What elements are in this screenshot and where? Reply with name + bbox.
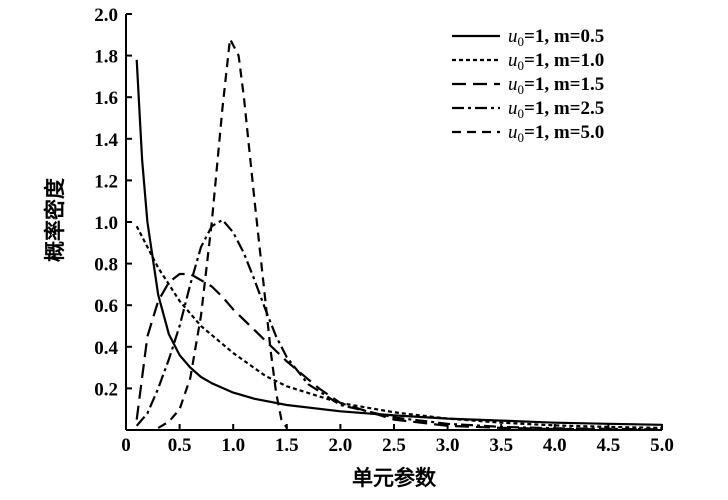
x-tick-label: 0 — [121, 435, 131, 456]
y-tick-label: 0.2 — [94, 379, 118, 400]
y-tick-label: 0.4 — [94, 338, 118, 359]
series-line-4 — [135, 218, 663, 431]
series-line-3 — [135, 272, 663, 431]
series-line-2 — [135, 225, 663, 429]
legend-var: u — [508, 122, 518, 143]
x-ticks: 0 0.5 1.0 1.5 2.0 2.5 3.0 3.5 4.0 4.5 5.0 — [121, 424, 674, 456]
y-tick-label: 2.0 — [94, 5, 118, 26]
legend-sub: 0 — [518, 82, 525, 97]
y-tick-label: 0.6 — [94, 296, 118, 317]
x-tick-label: 3.0 — [436, 435, 460, 456]
legend-sub: 0 — [518, 130, 525, 145]
series-line-1 — [135, 59, 663, 426]
x-tick-label: 2.0 — [329, 435, 353, 456]
legend-var: u — [508, 50, 518, 71]
x-tick-label: 1.5 — [275, 435, 299, 456]
x-tick-label: 4.5 — [597, 435, 621, 456]
legend-entry-2: u0=1, m=1.0 — [508, 50, 604, 73]
x-tick-label: 2.5 — [382, 435, 406, 456]
legend-entry-3: u0=1, m=1.5 — [508, 74, 604, 97]
legend-rest: =1, m=2.5 — [524, 98, 604, 119]
legend-var: u — [508, 26, 518, 47]
legend-rest: =1, m=0.5 — [524, 26, 604, 47]
x-tick-label: 1.0 — [221, 435, 245, 456]
y-tick-label: 0.8 — [94, 255, 118, 276]
legend-rest: =1, m=1.5 — [524, 74, 604, 95]
y-tick-label: 1.6 — [94, 88, 118, 109]
legend: u0=1, m=0.5u0=1, m=1.0u0=1, m=1.5u0=1, m… — [452, 26, 604, 145]
legend-sub: 0 — [518, 106, 525, 121]
legend-entry-5: u0=1, m=5.0 — [508, 122, 604, 145]
y-axis-title: 概率密度 — [43, 178, 67, 262]
y-tick-label: 1.8 — [94, 47, 118, 68]
series-group — [135, 37, 663, 431]
legend-entry-1: u0=1, m=0.5 — [508, 26, 604, 49]
y-tick-label: 1.0 — [94, 213, 118, 234]
legend-var: u — [508, 74, 518, 95]
x-tick-label: 5.0 — [650, 435, 674, 456]
legend-rest: =1, m=5.0 — [524, 122, 604, 143]
x-tick-label: 4.0 — [543, 435, 567, 456]
x-tick-label: 0.5 — [168, 435, 192, 456]
y-ticks: 0.2 0.4 0.6 0.8 1.0 1.2 1.4 1.6 1.8 2.0 — [94, 5, 132, 400]
y-tick-label: 1.4 — [94, 130, 118, 151]
x-tick-label: 3.5 — [489, 435, 513, 456]
legend-sub: 0 — [518, 58, 525, 73]
series-line-5 — [157, 37, 288, 429]
y-tick-label: 1.2 — [94, 171, 118, 192]
x-axis-title: 单元参数 — [352, 466, 437, 490]
legend-entry-4: u0=1, m=2.5 — [508, 98, 604, 121]
legend-sub: 0 — [518, 34, 525, 49]
legend-var: u — [508, 98, 518, 119]
legend-rest: =1, m=1.0 — [524, 50, 604, 71]
